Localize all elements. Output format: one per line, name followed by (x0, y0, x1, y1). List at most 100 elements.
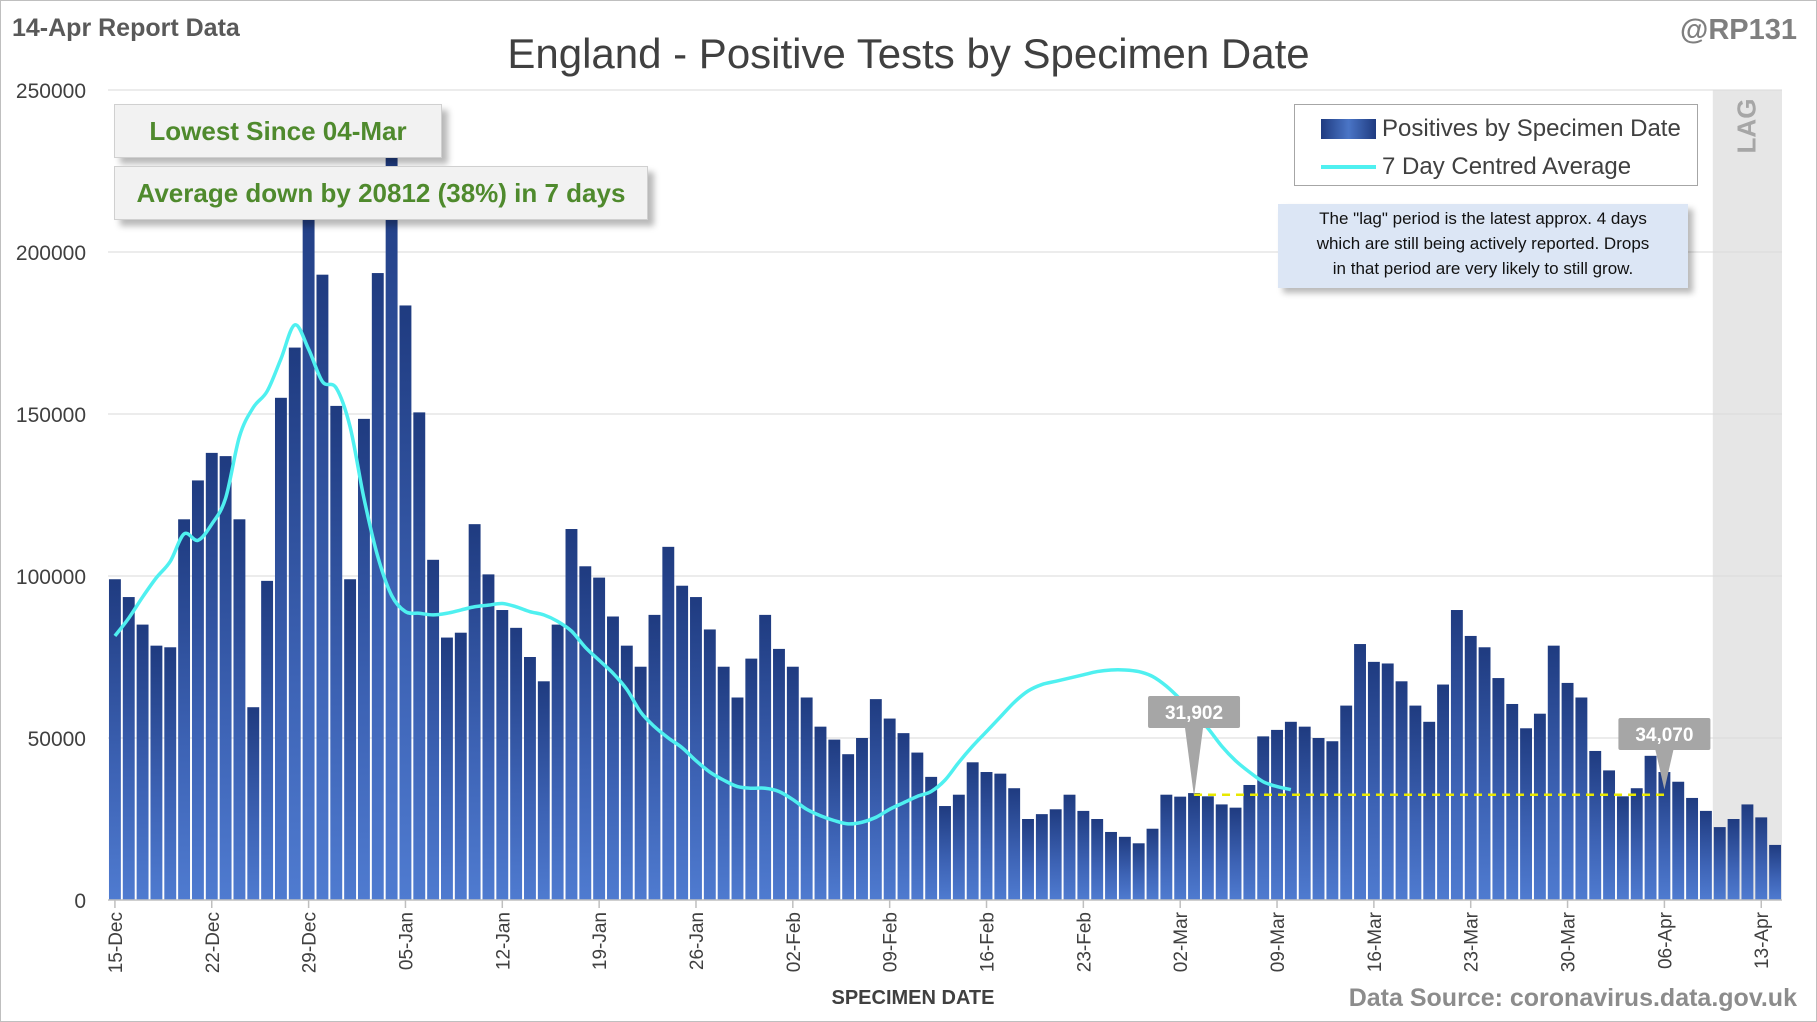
lag-note: The "lag" period is the latest approx. 4… (1278, 204, 1688, 288)
bar (122, 597, 135, 900)
legend-bar-swatch (1321, 119, 1376, 139)
bar-series (108, 141, 1782, 901)
annotations: 31,902 34,070 (1148, 696, 1711, 797)
lag-label: LAG (1731, 99, 1761, 154)
bar (344, 579, 357, 900)
x-tick-label: 02-Mar (1171, 911, 1192, 972)
bar (842, 754, 855, 900)
bar (1630, 788, 1643, 900)
x-tick-label: 12-Jan (493, 912, 514, 970)
lag-note-line-1: The "lag" period is the latest approx. 4… (1319, 209, 1647, 228)
bar (1741, 804, 1754, 900)
bar (994, 773, 1007, 900)
bar (980, 772, 993, 900)
bar (1672, 781, 1685, 900)
y-tick-label: 250000 (16, 80, 86, 103)
bar (537, 681, 550, 900)
bar (1686, 797, 1699, 900)
bar (856, 738, 868, 900)
bar (150, 645, 163, 900)
bar (1367, 661, 1380, 900)
bar (1478, 647, 1491, 900)
bar (357, 418, 370, 900)
bar (869, 699, 882, 900)
bar (427, 559, 440, 900)
y-tick-label: 50000 (28, 728, 86, 751)
bar (676, 585, 689, 900)
chart-title: England - Positive Tests by Specimen Dat… (507, 30, 1310, 77)
bar (1091, 819, 1104, 900)
x-tick-label: 13-Apr (1752, 911, 1773, 969)
bar (1423, 721, 1436, 900)
lag-band (1712, 90, 1782, 900)
bar (1713, 827, 1726, 900)
bar (911, 752, 924, 900)
bar (1395, 681, 1408, 900)
bar (261, 580, 274, 900)
bar (1174, 796, 1187, 900)
bar (454, 632, 467, 900)
bar (178, 519, 191, 900)
bar (579, 566, 592, 900)
bar (703, 629, 716, 900)
bar (1340, 705, 1353, 900)
bar (1049, 809, 1062, 900)
bar (731, 697, 744, 900)
bar (288, 347, 301, 901)
average-line (113, 323, 1292, 826)
bar (1575, 697, 1588, 900)
bar (1257, 736, 1270, 900)
bar (302, 167, 315, 900)
bar (1520, 728, 1533, 900)
bar (1409, 705, 1422, 900)
bar (330, 405, 343, 900)
x-tick-label: 16-Feb (978, 912, 999, 972)
bar (745, 658, 758, 900)
bar (1589, 750, 1602, 900)
bar (1354, 644, 1366, 900)
bar (939, 806, 951, 900)
bar (925, 776, 938, 900)
bar (399, 305, 412, 901)
bar (108, 579, 121, 900)
bar (1561, 682, 1574, 900)
bar (551, 624, 564, 900)
bar (1492, 678, 1505, 900)
average-down-callout: Average down by 20812 (38%) in 7 days (114, 166, 648, 220)
bar (620, 645, 633, 900)
bar (1132, 843, 1145, 900)
y-tick-label: 0 (74, 890, 86, 913)
bar (274, 397, 287, 900)
bar (1284, 721, 1297, 900)
bar (524, 657, 536, 900)
bar (468, 524, 481, 900)
bar (1298, 726, 1311, 900)
bar (648, 614, 661, 900)
legend-bars-label: Positives by Specimen Date (1382, 115, 1681, 142)
value-annotation: 34,070 (1618, 718, 1711, 790)
bar (1118, 836, 1131, 900)
bar (814, 726, 827, 900)
bar (565, 529, 578, 900)
bar (1215, 804, 1228, 900)
bar (1035, 814, 1048, 900)
bar (316, 274, 329, 900)
x-tick-label: 19-Jan (590, 912, 611, 970)
bar (800, 697, 813, 900)
y-tick-label: 200000 (16, 242, 86, 265)
bar (1188, 793, 1200, 900)
lag-note-line-3: in that period are very likely to still … (1332, 259, 1634, 278)
bar (1616, 796, 1629, 900)
bar (191, 480, 204, 900)
legend-line-swatch (1321, 165, 1376, 169)
x-tick-label: 23-Mar (1462, 911, 1483, 972)
bar (1533, 713, 1546, 900)
bar (413, 412, 426, 900)
bar (371, 273, 384, 900)
bar (607, 616, 619, 900)
bar (247, 707, 260, 900)
bar (482, 574, 495, 900)
bar (1644, 755, 1657, 900)
x-tick-label: 09-Feb (881, 912, 902, 972)
